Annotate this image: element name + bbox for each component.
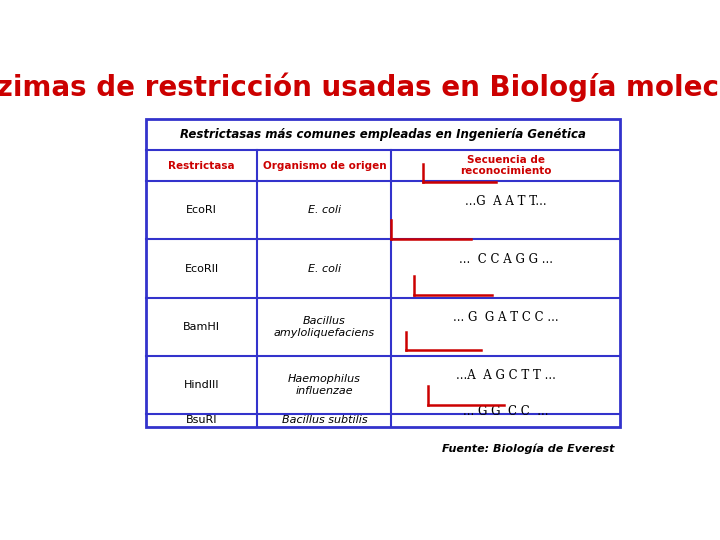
Text: Restrictasa: Restrictasa: [168, 160, 235, 171]
Text: Restrictasas más comunes empleadas en Ingeniería Genética: Restrictasas más comunes empleadas en In…: [180, 128, 586, 141]
Text: Bacillus
amyloliquefaciens: Bacillus amyloliquefaciens: [274, 316, 375, 338]
Text: BamHI: BamHI: [183, 322, 220, 332]
Text: E. coli: E. coli: [307, 264, 341, 274]
Text: Haemophilus
influenzae: Haemophilus influenzae: [288, 374, 361, 396]
Text: EcoRI: EcoRI: [186, 205, 217, 215]
Text: ...A  A G C T T ...: ...A A G C T T ...: [456, 369, 556, 382]
Text: Secuencia de
reconocimiento: Secuencia de reconocimiento: [460, 155, 552, 177]
Text: Bacillus subtilis: Bacillus subtilis: [282, 415, 367, 426]
Text: E. coli: E. coli: [307, 205, 341, 215]
Text: Organismo de origen: Organismo de origen: [263, 160, 386, 171]
Text: Enzimas de restricción usadas en Biología molecular: Enzimas de restricción usadas en Biologí…: [0, 73, 720, 103]
Text: Fuente: Biología de Everest: Fuente: Biología de Everest: [442, 443, 615, 454]
Text: HindIII: HindIII: [184, 380, 220, 390]
Text: EcoRII: EcoRII: [184, 264, 219, 274]
Text: ... G G  C C  ...: ... G G C C ...: [463, 404, 549, 417]
Text: ...G  A A T T...: ...G A A T T...: [465, 195, 546, 208]
FancyBboxPatch shape: [145, 119, 620, 427]
Text: ...  C C A G G ...: ... C C A G G ...: [459, 253, 553, 266]
Text: BsuRI: BsuRI: [186, 415, 217, 426]
Text: ... G  G A T C C ...: ... G G A T C C ...: [453, 311, 559, 324]
